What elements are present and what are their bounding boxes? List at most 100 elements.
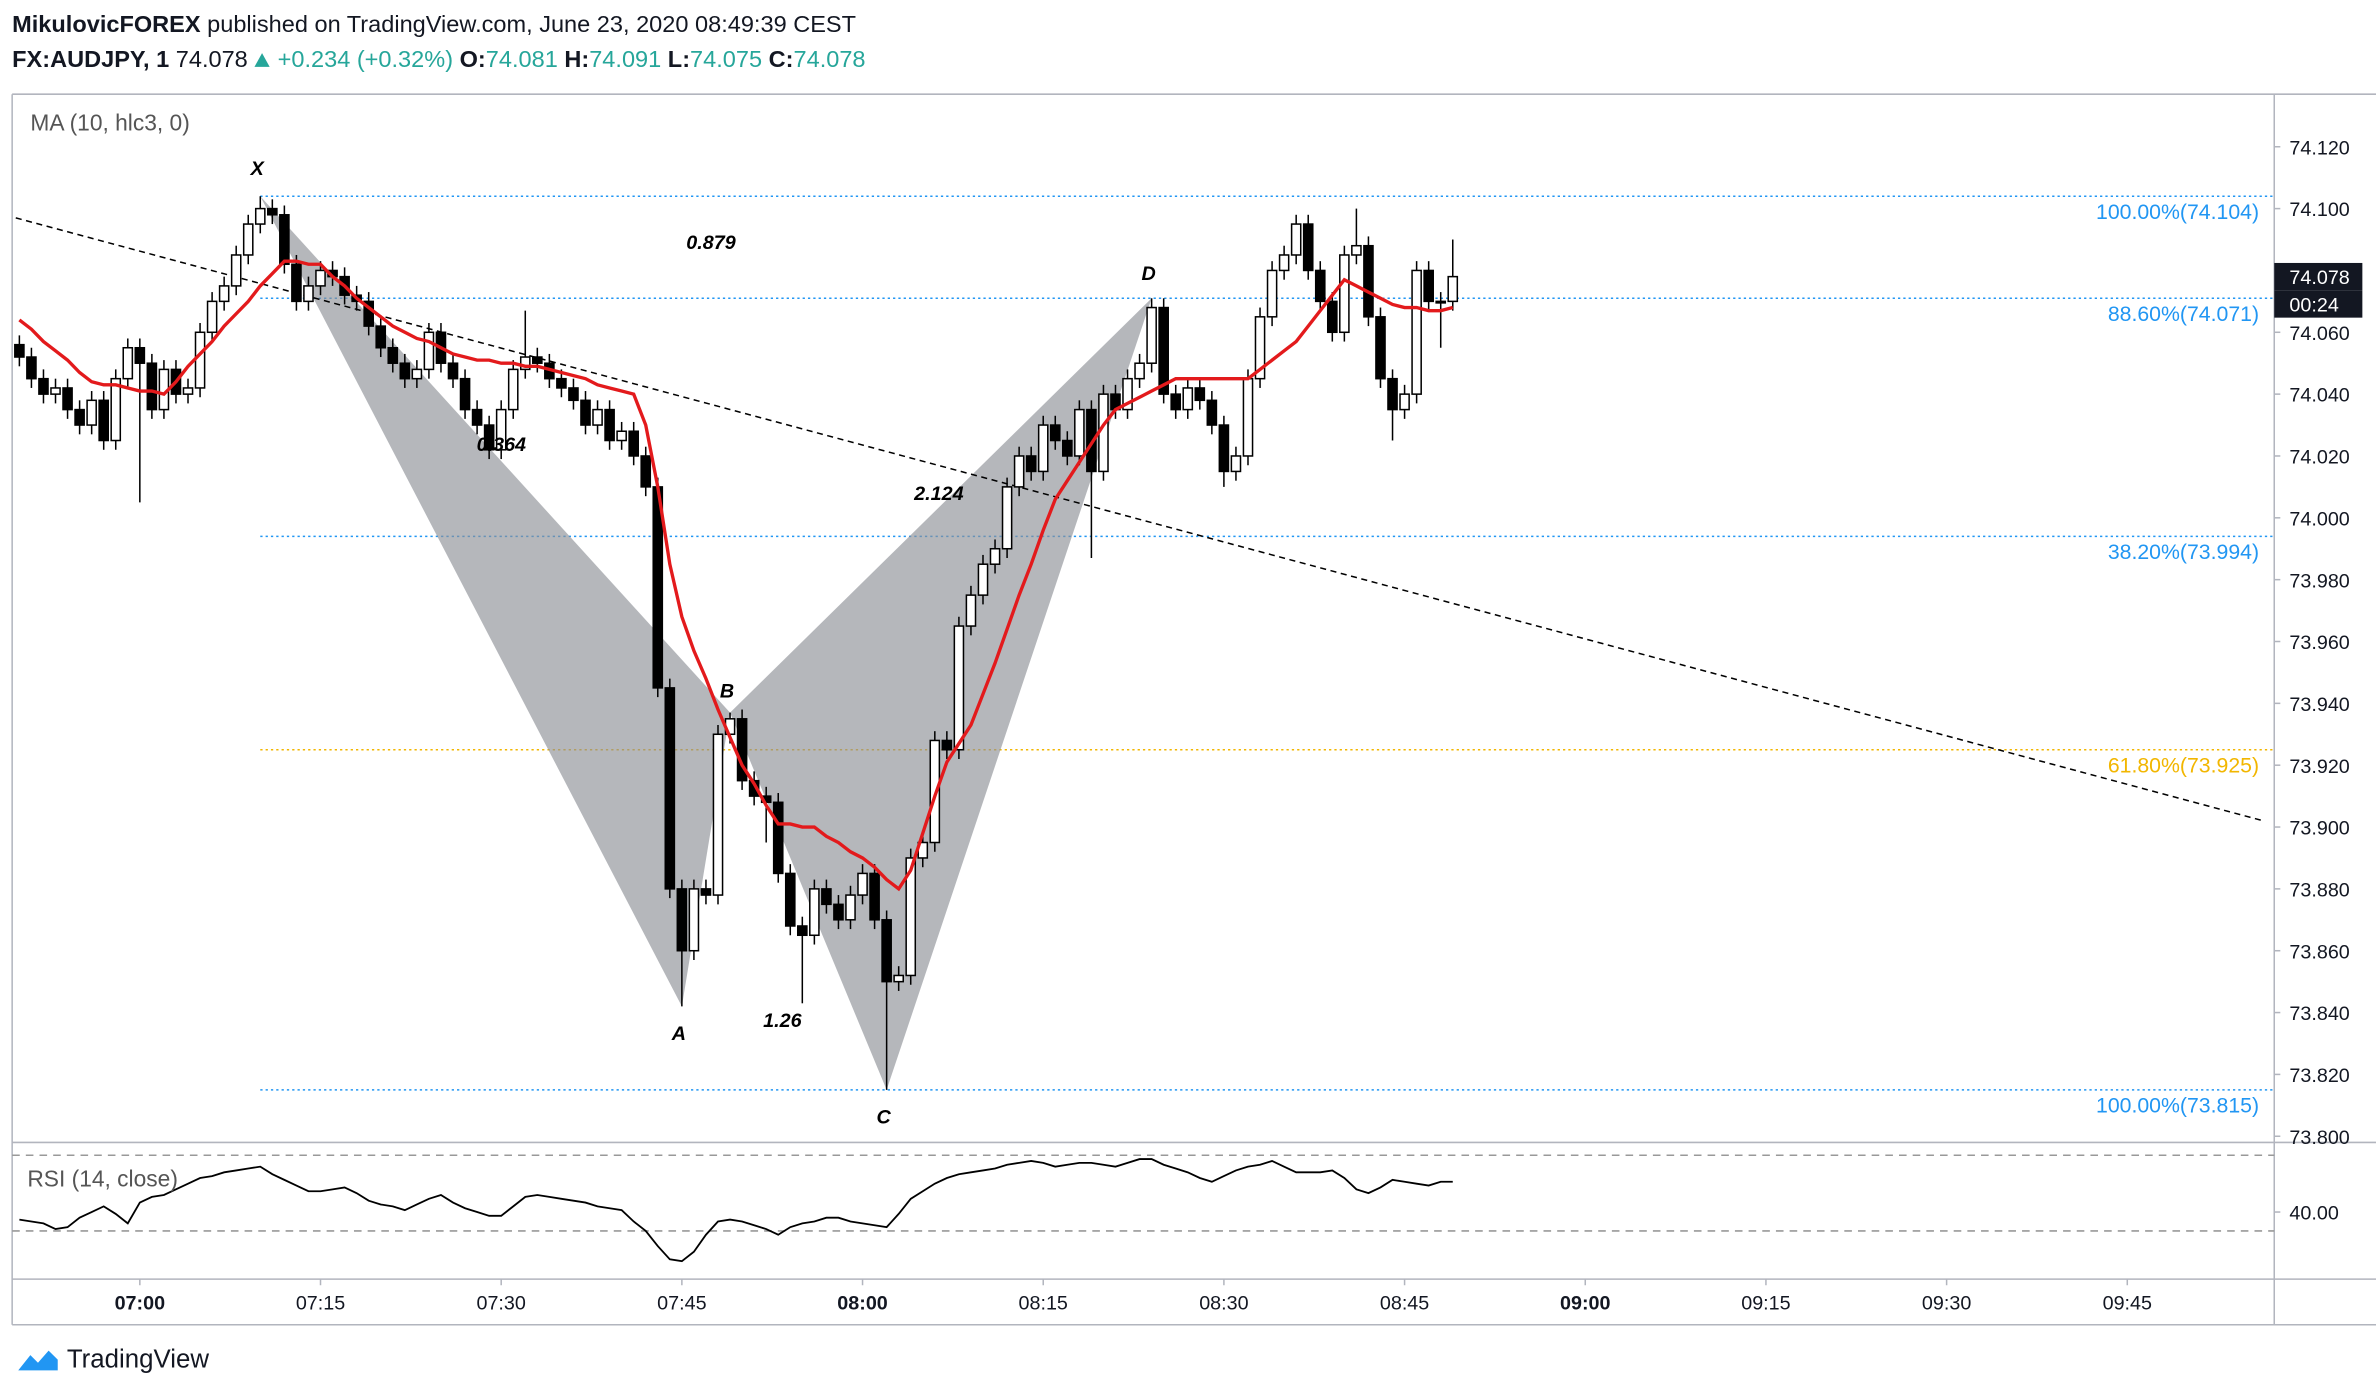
y-tick-label: 73.820 — [2289, 1065, 2349, 1087]
candle-body — [1158, 306, 1169, 395]
candle-body — [1254, 316, 1266, 380]
candle-body — [363, 300, 375, 327]
candle-body — [375, 325, 387, 349]
candle-body — [1290, 223, 1302, 256]
candle-body — [784, 872, 796, 927]
candle-body — [519, 356, 531, 371]
candle-body — [556, 377, 567, 389]
symbol: FX:AUDJPY, 1 — [12, 47, 170, 73]
candle-body — [1266, 269, 1278, 318]
ohlc-key: H: — [564, 47, 590, 73]
candle-body — [640, 455, 652, 488]
candle-body — [315, 269, 326, 287]
candle-body — [1314, 269, 1326, 303]
ohlc-value: 74.078 — [793, 47, 866, 73]
candle-body — [1086, 408, 1097, 473]
candle-body — [303, 285, 314, 303]
candle-body — [676, 888, 688, 952]
candle-body — [1049, 424, 1061, 442]
pattern-point-label: A — [671, 1023, 686, 1045]
candle-body — [712, 733, 724, 896]
candle-body — [628, 430, 640, 457]
candle-body — [495, 408, 507, 451]
candle-body — [218, 285, 230, 303]
candle-body — [700, 888, 712, 896]
up-arrow — [255, 53, 271, 67]
candle-body — [86, 399, 97, 426]
candle-body — [14, 343, 25, 358]
candle-body — [1230, 455, 1242, 473]
y-tick-label: 73.800 — [2289, 1127, 2349, 1149]
change: +0.234 (+0.32%) — [277, 47, 454, 73]
candle-body — [38, 377, 49, 395]
pattern-ratio: 2.124 — [913, 483, 963, 505]
x-tick-label: 09:30 — [1922, 1293, 1971, 1315]
pattern-point-label: B — [720, 680, 734, 702]
y-tick-label: 73.840 — [2289, 1003, 2349, 1025]
x-tick-label: 08:15 — [1019, 1293, 1068, 1315]
footer: TradingView — [15, 1344, 209, 1374]
ohlc: O:74.081 H:74.091 L:74.075 C:74.078 — [460, 47, 866, 73]
candle-body — [1194, 387, 1206, 402]
candle-body — [194, 331, 206, 389]
candle-body — [893, 974, 904, 983]
candle-body — [580, 399, 591, 426]
candle-body — [857, 872, 868, 896]
candle-body — [616, 430, 627, 442]
candle-body — [74, 408, 85, 426]
pattern-point-label: C — [876, 1106, 891, 1128]
candle-body — [1182, 387, 1194, 411]
candle-body — [1025, 455, 1037, 473]
candle-body — [821, 888, 832, 906]
fib-label: 100.00%(73.815) — [2096, 1094, 2259, 1118]
x-tick-label: 09:15 — [1741, 1293, 1790, 1315]
y-tick-label: 73.900 — [2289, 818, 2349, 840]
publish-line: MikulovicFOREX published on TradingView.… — [12, 8, 865, 43]
candle-body — [1339, 254, 1350, 334]
candle-body — [1074, 408, 1085, 457]
ohlc-value: 74.081 — [485, 47, 558, 73]
rsi-tick-label: 40.00 — [2289, 1203, 2338, 1225]
candle-body — [182, 387, 194, 395]
x-tick-label: 07:45 — [657, 1293, 706, 1315]
price-tag-label: 74.078 — [2289, 267, 2349, 289]
candle-body — [206, 300, 218, 334]
logo — [18, 1350, 58, 1371]
x-tick-label: 09:45 — [2103, 1293, 2152, 1315]
candle-body — [98, 399, 110, 442]
candle-body — [1146, 306, 1157, 364]
y-tick-label: 73.880 — [2289, 879, 2349, 901]
candle-body — [833, 903, 844, 921]
candle-body — [688, 888, 700, 952]
ohlc-value: 74.091 — [589, 47, 662, 73]
countdown-tag — [2274, 290, 2363, 318]
trendline — [15, 217, 2264, 822]
candle-body — [267, 207, 278, 216]
y-tick-label: 74.020 — [2289, 447, 2349, 469]
candle-body — [977, 563, 989, 596]
candle-body — [291, 263, 302, 303]
pattern-triangle — [260, 196, 731, 1007]
candle-body — [869, 872, 880, 921]
ohlc-value: 74.075 — [690, 47, 763, 73]
pattern-ratio: 0.364 — [477, 434, 526, 456]
x-tick-label: 09:00 — [1560, 1293, 1610, 1315]
candle-body — [459, 377, 471, 411]
ohlc-key: O: — [459, 47, 486, 73]
candle-body — [1134, 362, 1145, 380]
candle-body — [965, 594, 977, 627]
y-tick-label: 73.920 — [2289, 756, 2349, 778]
ohlc-key: L: — [667, 47, 691, 73]
candle-body — [1423, 269, 1434, 303]
candle-body — [1122, 377, 1133, 411]
brand: TradingView — [66, 1344, 209, 1374]
candle-body — [1061, 439, 1073, 457]
candle-body — [423, 331, 435, 371]
candle-body — [1170, 393, 1182, 411]
y-tick-label: 73.860 — [2289, 941, 2349, 963]
candle-body — [1387, 377, 1398, 411]
candle-body — [736, 718, 748, 782]
fib-label: 61.80%(73.925) — [2108, 754, 2259, 778]
